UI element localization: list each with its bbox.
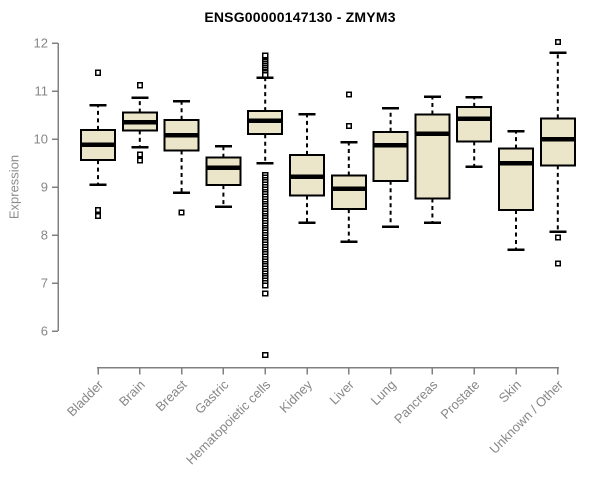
outlier-point-unknown-other [554, 38, 561, 46]
x-category-label: Prostate [437, 377, 482, 422]
outlier-point-bladder [94, 206, 102, 214]
x-category-label: Breast [153, 377, 190, 414]
y-tick-label: 12 [34, 36, 48, 51]
outlier-point-brain [136, 82, 143, 89]
x-category-label: Kidney [276, 377, 315, 416]
x-category-label: Unknown / Other [486, 377, 566, 457]
x-category-label: Skin [496, 377, 524, 405]
outlier-point-liver [345, 122, 352, 130]
x-category-label: Bladder [64, 377, 107, 420]
outlier-point-unknown-other [554, 260, 561, 267]
outlier-point-hematopoietic-cells [262, 351, 269, 359]
x-category-label: Pancreas [391, 377, 441, 427]
y-tick-label: 9 [41, 180, 48, 195]
outlier-point-hematopoietic-cells [262, 72, 269, 79]
box-pancreas [414, 113, 451, 200]
box-unknown-other [539, 117, 576, 167]
y-tick-label: 7 [41, 276, 48, 291]
outlier-point-brain [136, 151, 143, 158]
box-skin [498, 147, 534, 212]
y-tick-label: 10 [34, 132, 48, 147]
outlier-point-hematopoietic-cells [262, 282, 269, 289]
box-liver [330, 174, 367, 211]
outlier-point-breast [178, 209, 185, 216]
y-tick-label: 8 [41, 228, 48, 243]
outlier-point-brain [136, 157, 143, 164]
x-category-label: Gastric [192, 377, 232, 417]
outlier-point-unknown-other [554, 234, 561, 241]
y-tick-label: 11 [35, 84, 49, 99]
box-gastric [205, 156, 242, 187]
outlier-point-bladder [94, 69, 102, 76]
outlier-point-bladder [94, 212, 102, 219]
y-tick-label: 6 [41, 324, 48, 339]
outlier-point-hematopoietic-cells [262, 290, 269, 297]
outlier-point-liver [345, 91, 352, 98]
box-lung [372, 130, 409, 182]
x-category-label: Liver [326, 377, 357, 408]
x-category-label: Lung [368, 377, 399, 408]
box-prostate [456, 105, 493, 143]
x-category-label: Brain [116, 377, 148, 409]
chart-title: ENSG00000147130 - ZMYM3 [204, 9, 396, 25]
